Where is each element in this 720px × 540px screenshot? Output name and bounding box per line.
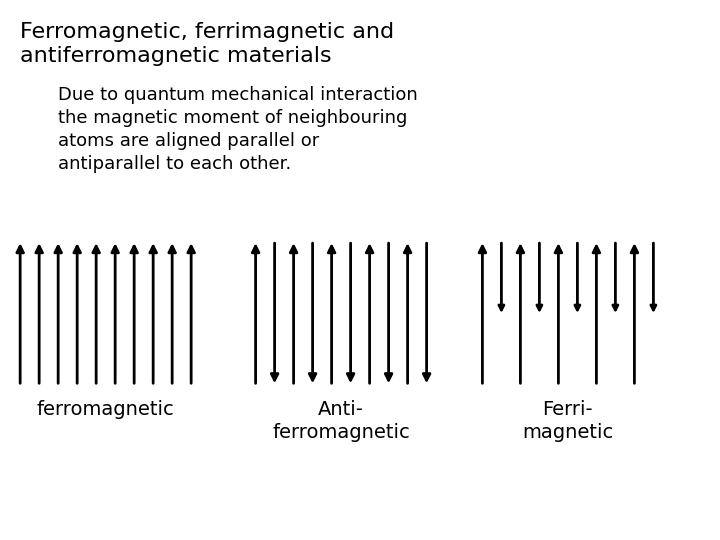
Text: Ferri-
magnetic: Ferri- magnetic [522, 400, 613, 442]
Text: ferromagnetic: ferromagnetic [37, 400, 174, 419]
Text: Due to quantum mechanical interaction
the magnetic moment of neighbouring
atoms : Due to quantum mechanical interaction th… [58, 86, 418, 173]
Text: Ferromagnetic, ferrimagnetic and
antiferromagnetic materials: Ferromagnetic, ferrimagnetic and antifer… [20, 22, 395, 65]
Text: Anti-
ferromagnetic: Anti- ferromagnetic [272, 400, 410, 442]
